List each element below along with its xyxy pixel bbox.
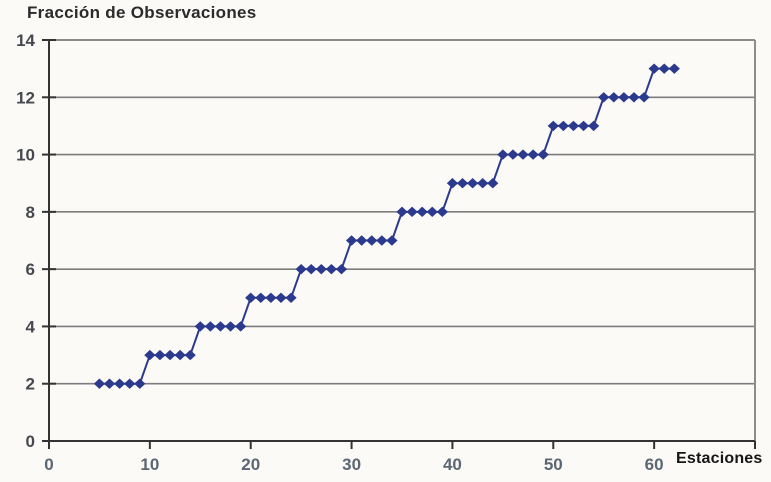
- svg-text:6: 6: [26, 260, 35, 279]
- data-point-marker: [527, 149, 539, 160]
- data-point-marker: [124, 378, 136, 389]
- data-point-marker: [103, 378, 116, 389]
- data-point-marker: [325, 263, 337, 275]
- svg-text:4: 4: [26, 317, 36, 336]
- data-point-marker: [658, 63, 670, 74]
- svg-text:0: 0: [44, 455, 53, 474]
- data-point-marker: [456, 178, 469, 189]
- data-point-marker: [497, 149, 509, 160]
- data-point-marker: [366, 235, 378, 246]
- svg-text:12: 12: [16, 88, 35, 107]
- data-point-marker: [567, 120, 580, 132]
- data-point-marker: [608, 92, 620, 103]
- svg-text:10: 10: [16, 146, 35, 165]
- data-point-marker: [134, 378, 146, 389]
- data-point-marker: [275, 292, 287, 303]
- data-series: [93, 63, 680, 389]
- data-point-marker: [184, 349, 196, 361]
- data-point-marker: [194, 321, 206, 332]
- data-point-marker: [396, 206, 408, 218]
- svg-text:0: 0: [26, 432, 35, 451]
- data-point-marker: [446, 178, 459, 189]
- data-point-marker: [285, 292, 297, 303]
- data-point-marker: [577, 120, 590, 132]
- data-point-marker: [507, 149, 519, 160]
- x-axis-title: Estaciones: [676, 450, 763, 467]
- data-point-marker: [547, 120, 559, 132]
- data-point-marker: [305, 263, 317, 275]
- data-point-marker: [557, 120, 569, 132]
- data-point-marker: [618, 92, 630, 103]
- plot-border: [49, 39, 756, 441]
- data-point-marker: [628, 92, 640, 103]
- data-point-marker: [345, 235, 358, 246]
- svg-text:50: 50: [544, 455, 563, 474]
- data-point-marker: [668, 63, 680, 74]
- data-point-marker: [204, 321, 216, 332]
- data-point-marker: [255, 292, 267, 303]
- data-point-marker: [265, 292, 277, 303]
- svg-text:14: 14: [16, 31, 35, 50]
- data-point-marker: [406, 206, 418, 218]
- data-point-marker: [214, 321, 227, 332]
- svg-text:8: 8: [26, 203, 35, 222]
- data-point-marker: [93, 378, 106, 389]
- data-point-marker: [416, 206, 428, 218]
- data-point-marker: [356, 235, 368, 246]
- data-point-marker: [245, 292, 257, 303]
- svg-text:20: 20: [241, 455, 260, 474]
- data-point-marker: [386, 235, 398, 246]
- y-axis-ticks: 0 2 4 6 8 10 12 14: [16, 31, 56, 451]
- data-point-marker: [436, 206, 448, 218]
- data-point-marker: [295, 263, 307, 275]
- data-point-marker: [335, 263, 348, 275]
- svg-text:10: 10: [140, 455, 159, 474]
- data-point-marker: [638, 92, 650, 103]
- data-point-marker: [154, 349, 166, 361]
- svg-text:2: 2: [26, 375, 35, 394]
- x-axis-ticks: 0 10 20 30 40 50 60: [44, 441, 756, 474]
- axes: [48, 40, 755, 442]
- data-point-marker: [235, 321, 247, 332]
- data-point-marker: [588, 120, 600, 132]
- svg-text:30: 30: [342, 455, 361, 474]
- svg-text:60: 60: [645, 455, 664, 474]
- data-point-marker: [164, 349, 176, 361]
- data-point-marker: [426, 206, 438, 218]
- data-point-marker: [224, 321, 237, 332]
- svg-text:40: 40: [443, 455, 462, 474]
- data-point-marker: [537, 149, 549, 160]
- data-point-marker: [477, 178, 489, 189]
- data-point-marker: [114, 378, 126, 389]
- data-point-marker: [467, 178, 479, 189]
- data-point-marker: [648, 63, 660, 74]
- data-point-marker: [315, 263, 327, 275]
- data-point-marker: [376, 235, 388, 246]
- data-point-marker: [174, 349, 186, 361]
- data-point-marker: [487, 178, 499, 189]
- data-point-marker: [517, 149, 529, 160]
- chart-title: Fracción de Observaciones: [27, 3, 257, 22]
- gridlines: [49, 96, 755, 385]
- data-point-marker: [598, 92, 610, 103]
- data-point-marker: [144, 349, 156, 361]
